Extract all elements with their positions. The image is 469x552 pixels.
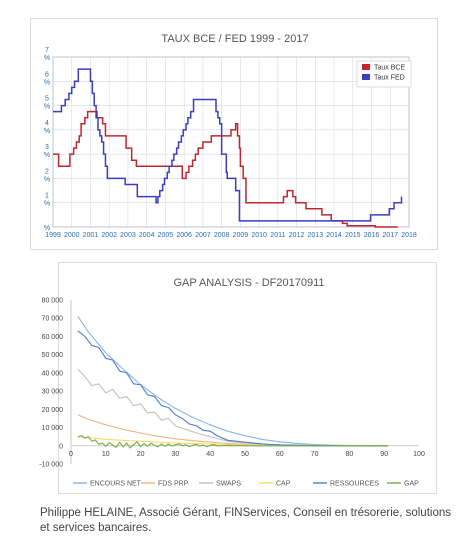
series-line-gap bbox=[77, 435, 388, 449]
x-tick-label: 2008 bbox=[214, 232, 230, 239]
chart-title: GAP ANALYSIS - DF20170911 bbox=[173, 277, 324, 289]
x-tick-label: 2011 bbox=[270, 232, 285, 239]
y-tick-label: 3% bbox=[44, 144, 50, 159]
x-tick-label: 2015 bbox=[345, 232, 361, 239]
caption: Philippe HELAINE, Associé Gérant, FINSer… bbox=[40, 507, 451, 534]
y-tick-label: 40 000 bbox=[42, 370, 64, 377]
y-tick-label: -10 000 bbox=[39, 462, 63, 469]
x-tick-label: 2002 bbox=[101, 232, 117, 239]
y-tick-label: % bbox=[44, 225, 50, 232]
x-tick-label: 20 bbox=[137, 451, 145, 458]
x-tick-label: 2017 bbox=[382, 232, 398, 239]
x-tick-label: 2009 bbox=[233, 232, 249, 239]
x-tick-label: 90 bbox=[380, 451, 388, 458]
legend-swatch-taux-bce bbox=[362, 64, 370, 70]
y-tick-label: 80 000 bbox=[42, 298, 64, 305]
rates-chart-panel: TAUX BCE / FED 1999 - 2017% 1% 2% 3% 4% 5% 6% 7… bbox=[30, 18, 438, 250]
x-tick-label: 2004 bbox=[139, 232, 155, 239]
x-tick-label: 30 bbox=[172, 451, 180, 458]
x-tick-label: 2014 bbox=[326, 232, 342, 239]
series-line-ressources bbox=[77, 330, 388, 447]
legend-label-fds-prp: FDS PRP bbox=[158, 481, 189, 488]
series-line-taux-fed bbox=[53, 68, 403, 222]
x-tick-label: 70 bbox=[311, 451, 319, 458]
x-tick-label: 2001 bbox=[83, 232, 99, 239]
y-tick-label: 30 000 bbox=[42, 389, 64, 396]
y-tick-label: 0 bbox=[59, 443, 63, 450]
legend-label-taux-fed: Taux FED bbox=[374, 75, 405, 82]
y-tick-label: 1% bbox=[44, 193, 50, 208]
x-tick-label: 1999 bbox=[45, 232, 61, 239]
y-tick-label: 50 000 bbox=[42, 352, 64, 359]
series-line-taux-bce bbox=[53, 110, 398, 228]
x-tick-label: 10 bbox=[102, 451, 110, 458]
x-tick-label: 2016 bbox=[364, 232, 380, 239]
series-line-swaps bbox=[77, 368, 388, 447]
legend-label-encours-net: ENCOURS NET bbox=[90, 481, 142, 488]
x-tick-label: 2018 bbox=[401, 232, 417, 239]
x-tick-label: 2000 bbox=[64, 232, 80, 239]
x-tick-label: 2012 bbox=[289, 232, 305, 239]
legend-label-swaps: SWAPS bbox=[216, 481, 241, 488]
x-tick-label: 2013 bbox=[308, 232, 324, 239]
legend-swatch-taux-fed bbox=[362, 74, 370, 80]
x-tick-label: 2010 bbox=[251, 232, 267, 239]
x-tick-label: 60 bbox=[276, 451, 284, 458]
x-tick-label: 50 bbox=[241, 451, 249, 458]
y-tick-label: 2% bbox=[44, 168, 50, 183]
y-tick-label: 70 000 bbox=[42, 316, 64, 323]
y-tick-label: 4% bbox=[44, 120, 50, 135]
x-tick-label: 100 bbox=[413, 451, 425, 458]
chart-title: TAUX BCE / FED 1999 - 2017 bbox=[161, 33, 308, 45]
plot-area bbox=[52, 56, 410, 228]
gap-chart: GAP ANALYSIS - DF20170911 -10 000 0 10 000 2… bbox=[39, 277, 425, 488]
y-tick-label: 60 000 bbox=[42, 334, 64, 341]
gap-chart-panel: GAP ANALYSIS - DF20170911 -10 000 0 10 000 2… bbox=[39, 262, 437, 494]
x-tick-label: 80 bbox=[346, 451, 354, 458]
x-tick-label: 2005 bbox=[158, 232, 174, 239]
rates-chart: TAUX BCE / FED 1999 - 2017% 1 % 2 % 3 % 4 % 5 % 6 % 7… bbox=[44, 33, 417, 239]
x-tick-label: 2003 bbox=[120, 232, 136, 239]
legend-label-ressources: RESSOURCES bbox=[330, 481, 379, 488]
legend-label-taux-bce: Taux BCE bbox=[374, 65, 405, 72]
y-tick-label: 10 000 bbox=[42, 425, 64, 432]
legend-label-cap: CAP bbox=[276, 481, 291, 488]
x-tick-label: 2007 bbox=[195, 232, 211, 239]
x-tick-label: 2006 bbox=[176, 232, 192, 239]
series-line-encours-net bbox=[77, 316, 388, 447]
y-tick-label: 20 000 bbox=[42, 407, 64, 414]
x-tick-label: 0 bbox=[69, 451, 73, 458]
x-tick-label: 40 bbox=[206, 451, 214, 458]
y-tick-label: 5% bbox=[44, 96, 50, 111]
y-tick-label: 7% bbox=[44, 47, 50, 62]
legend-label-gap: GAP bbox=[404, 481, 419, 488]
y-tick-label: 6% bbox=[44, 71, 50, 86]
